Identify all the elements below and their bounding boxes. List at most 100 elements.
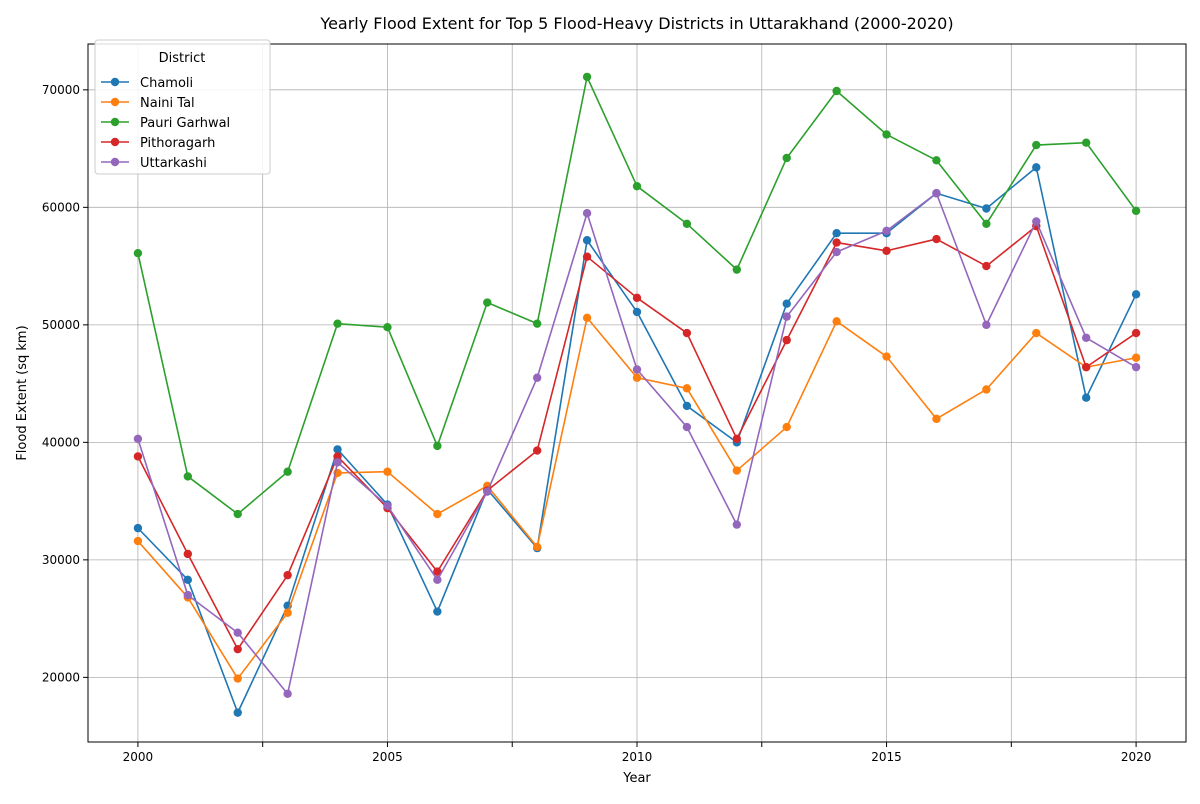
data-point-naini-tal — [932, 414, 941, 424]
data-point-naini-tal — [1131, 353, 1141, 362]
data-point-uttarkashi — [333, 458, 342, 467]
data-point-pauri-garhwal — [383, 322, 392, 332]
data-point-chamoli — [433, 607, 442, 616]
series-uttarkashi — [133, 189, 1141, 699]
data-point-naini-tal — [732, 466, 742, 475]
legend-label-chamoli: Chamoli — [140, 76, 193, 91]
data-point-uttarkashi — [133, 434, 143, 444]
data-point-naini-tal — [682, 384, 692, 393]
legend-label-pauri-garhwal: Pauri Garhwal — [140, 116, 230, 131]
data-point-pithoragarh — [1131, 328, 1141, 338]
data-point-uttarkashi — [283, 689, 292, 699]
data-point-uttarkashi — [1081, 333, 1091, 342]
data-point-chamoli — [782, 299, 791, 308]
chart-title: Yearly Flood Extent for Top 5 Flood-Heav… — [319, 14, 953, 33]
legend: District Chamoli Naini Tal Pauri Garhwal Pi… — [94, 39, 271, 175]
data-point-pithoragarh — [782, 335, 791, 345]
data-point-chamoli — [682, 401, 692, 411]
legend-marker-naini-tal — [110, 97, 120, 107]
data-point-chamoli — [233, 708, 242, 717]
data-point-pauri-garhwal — [1032, 140, 1041, 150]
data-point-pauri-garhwal — [932, 156, 941, 165]
y-tick-label: 20000 — [42, 670, 80, 684]
data-point-chamoli — [1032, 163, 1041, 172]
y-tick-label: 60000 — [42, 200, 80, 214]
data-point-naini-tal — [433, 509, 442, 519]
data-point-pithoragarh — [732, 434, 742, 444]
data-point-uttarkashi — [233, 628, 242, 637]
legend-box — [94, 39, 271, 175]
data-point-pithoragarh — [133, 452, 143, 461]
data-point-pithoragarh — [333, 452, 342, 461]
data-point-uttarkashi — [782, 312, 791, 321]
data-point-uttarkashi — [832, 247, 841, 257]
data-point-pithoragarh — [682, 328, 692, 338]
data-point-chamoli — [1081, 393, 1091, 402]
data-point-uttarkashi — [882, 226, 891, 236]
data-point-pauri-garhwal — [133, 248, 143, 258]
data-point-uttarkashi — [483, 487, 492, 496]
legend-item-pithoragarh: Pithoragarh — [101, 136, 215, 151]
data-point-pauri-garhwal — [832, 86, 841, 96]
x-tick-label: 2005 — [372, 750, 403, 764]
data-point-pithoragarh — [1081, 362, 1091, 372]
legend-title: District — [159, 51, 206, 66]
data-point-chamoli — [1131, 290, 1141, 299]
data-point-chamoli — [982, 204, 991, 213]
legend-label-uttarkashi: Uttarkashi — [140, 156, 207, 171]
data-point-pauri-garhwal — [532, 319, 542, 328]
y-tick-label: 50000 — [42, 318, 80, 332]
data-point-uttarkashi — [1131, 362, 1141, 372]
legend-item-pauri-garhwal: Pauri Garhwal — [101, 116, 230, 131]
x-tick-label: 2000 — [123, 750, 154, 764]
legend-item-chamoli: Chamoli — [101, 76, 193, 91]
data-point-pithoragarh — [183, 549, 193, 559]
data-point-pithoragarh — [832, 238, 841, 247]
data-point-naini-tal — [582, 313, 592, 322]
data-point-naini-tal — [982, 385, 991, 394]
data-point-pauri-garhwal — [333, 319, 342, 328]
data-point-naini-tal — [532, 542, 542, 552]
data-point-pithoragarh — [632, 293, 642, 303]
data-point-pauri-garhwal — [682, 219, 692, 228]
data-point-naini-tal — [882, 352, 891, 361]
legend-marker-pithoragarh — [110, 137, 120, 147]
series-pithoragarh — [133, 221, 1141, 654]
data-point-pauri-garhwal — [782, 153, 791, 163]
data-point-pithoragarh — [982, 261, 991, 271]
series-group — [133, 72, 1141, 717]
data-point-chamoli — [632, 307, 642, 317]
data-point-uttarkashi — [582, 209, 592, 218]
data-point-pithoragarh — [882, 246, 891, 256]
x-tick-label: 2020 — [1121, 750, 1152, 764]
x-tick-label: 2015 — [871, 750, 902, 764]
data-point-naini-tal — [782, 422, 791, 432]
data-point-pauri-garhwal — [233, 509, 242, 519]
data-point-chamoli — [832, 228, 841, 238]
axes: 2000 2005 2010 2015 2020 20000 30000 40000 50000… — [42, 83, 1152, 764]
data-point-uttarkashi — [932, 189, 941, 198]
data-point-naini-tal — [383, 467, 392, 476]
data-point-uttarkashi — [682, 422, 692, 432]
data-point-pauri-garhwal — [483, 298, 492, 307]
legend-marker-pauri-garhwal — [110, 117, 120, 127]
grid-lines — [88, 44, 1186, 742]
data-point-pithoragarh — [283, 570, 292, 580]
data-point-pauri-garhwal — [183, 472, 193, 481]
y-tick-label: 40000 — [42, 435, 80, 449]
y-axis-label: Flood Extent (sq km) — [15, 325, 30, 460]
data-point-uttarkashi — [732, 520, 742, 529]
data-point-pithoragarh — [932, 234, 941, 244]
y-tick-label: 30000 — [42, 553, 80, 567]
data-point-naini-tal — [1032, 328, 1041, 338]
data-point-uttarkashi — [433, 575, 442, 585]
legend-marker-chamoli — [110, 77, 120, 87]
legend-items: Chamoli Naini Tal Pauri Garhwal Pithoragarh… — [101, 76, 230, 171]
data-point-pauri-garhwal — [732, 265, 742, 274]
data-point-pauri-garhwal — [1081, 138, 1091, 147]
data-point-naini-tal — [233, 674, 242, 683]
data-point-pithoragarh — [532, 446, 542, 455]
data-point-pauri-garhwal — [283, 467, 292, 476]
data-point-pauri-garhwal — [433, 441, 442, 451]
